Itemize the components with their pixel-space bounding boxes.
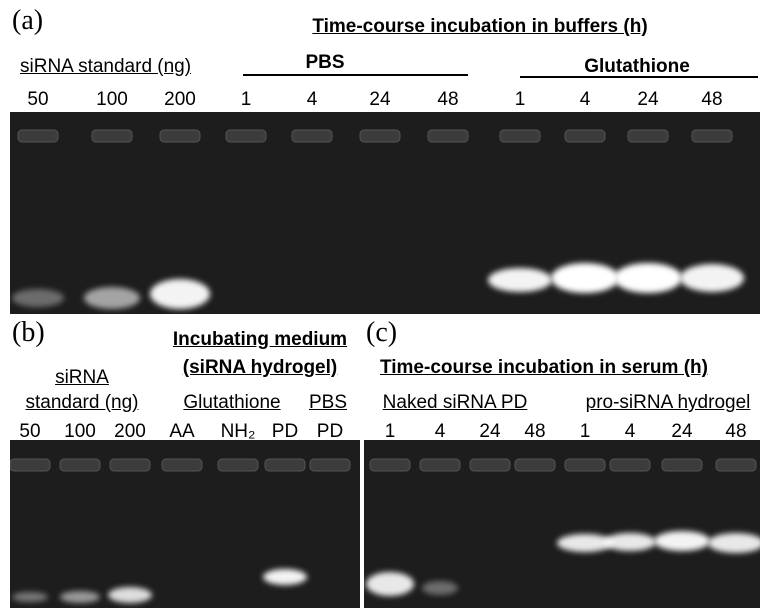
panel-label: (b)	[12, 318, 45, 348]
gel-well	[500, 130, 540, 142]
gel-well	[470, 459, 510, 471]
gel-band	[366, 572, 414, 596]
lane-label: PD	[272, 421, 298, 443]
lane-label: 24	[671, 421, 692, 443]
group-label: standard (ng)	[25, 392, 138, 414]
gel-well	[18, 130, 58, 142]
gel-band	[614, 263, 682, 293]
lane-label: 24	[369, 89, 390, 111]
gel-band	[150, 279, 210, 309]
group-label: Glutathione	[584, 56, 690, 78]
lane-label: 4	[435, 421, 446, 443]
gel-image	[10, 440, 360, 608]
lane-label: 200	[114, 421, 146, 443]
gel-band	[12, 289, 64, 307]
gel-well	[292, 130, 332, 142]
gel-band	[108, 587, 152, 603]
lane-label: 50	[27, 89, 48, 111]
gel-well	[370, 459, 410, 471]
gel-band	[422, 581, 458, 595]
lane-label: 48	[701, 89, 722, 111]
panel-title: (siRNA hydrogel)	[183, 357, 337, 379]
group-rule	[243, 74, 468, 76]
panel-label: (c)	[366, 318, 397, 348]
panel-title: Time-course incubation in buffers (h)	[312, 16, 647, 38]
gel-band	[263, 569, 307, 585]
gel-band	[84, 287, 140, 309]
gel-well	[692, 130, 732, 142]
lane-label: 100	[96, 89, 128, 111]
lane-label: 50	[19, 421, 40, 443]
gel-well	[162, 459, 202, 471]
group-label: siRNA standard (ng)	[20, 56, 191, 78]
panel-label: (a)	[12, 6, 43, 36]
gel-band	[604, 533, 656, 551]
gel-well	[60, 459, 100, 471]
lane-label: 1	[515, 89, 526, 111]
gel-well	[10, 459, 50, 471]
panel-title: Time-course incubation in serum (h)	[380, 357, 708, 379]
gel-well	[716, 459, 756, 471]
lane-label: 1	[580, 421, 591, 443]
lane-label: 48	[524, 421, 545, 443]
panel-title: Incubating medium	[173, 329, 347, 351]
gel-band	[60, 591, 100, 603]
gel-well	[610, 459, 650, 471]
gel-well	[310, 459, 350, 471]
lane-label: 48	[725, 421, 746, 443]
group-label: pro-siRNA hydrogel	[586, 392, 751, 414]
gel-band	[654, 531, 710, 551]
gel-well	[628, 130, 668, 142]
gel-well	[226, 130, 266, 142]
lane-label: 4	[580, 89, 591, 111]
group-label: Glutathione	[183, 392, 280, 414]
gel-band	[551, 263, 619, 293]
gel-well	[218, 459, 258, 471]
lane-label: PD	[317, 421, 343, 443]
group-label: Naked siRNA PD	[383, 392, 528, 414]
lane-label: 4	[307, 89, 318, 111]
gel-well	[662, 459, 702, 471]
gel-image	[10, 112, 760, 314]
gel-well	[565, 459, 605, 471]
gel-well	[420, 459, 460, 471]
gel-band	[680, 264, 744, 292]
gel-well	[565, 130, 605, 142]
gel-well	[515, 459, 555, 471]
lane-label: 24	[479, 421, 500, 443]
gel-well	[265, 459, 305, 471]
group-label: siRNA	[55, 367, 109, 389]
group-label: PBS	[305, 52, 344, 74]
gel-well	[160, 130, 200, 142]
group-rule	[520, 76, 758, 78]
gel-well	[428, 130, 468, 142]
lane-label: NH₂	[221, 421, 256, 443]
group-label: PBS	[309, 392, 347, 414]
gel-image	[364, 440, 760, 608]
gel-band	[12, 592, 48, 602]
lane-label: 100	[64, 421, 96, 443]
gel-band	[488, 268, 552, 292]
lane-label: 1	[241, 89, 252, 111]
lane-label: 4	[625, 421, 636, 443]
gel-well	[110, 459, 150, 471]
lane-label: 24	[637, 89, 658, 111]
gel-well	[360, 130, 400, 142]
gel-well	[92, 130, 132, 142]
lane-label: AA	[169, 421, 194, 443]
lane-label: 1	[385, 421, 396, 443]
figure: (a) Time-course incubation in buffers (h…	[0, 0, 764, 608]
lane-label: 200	[164, 89, 196, 111]
lane-label: 48	[437, 89, 458, 111]
